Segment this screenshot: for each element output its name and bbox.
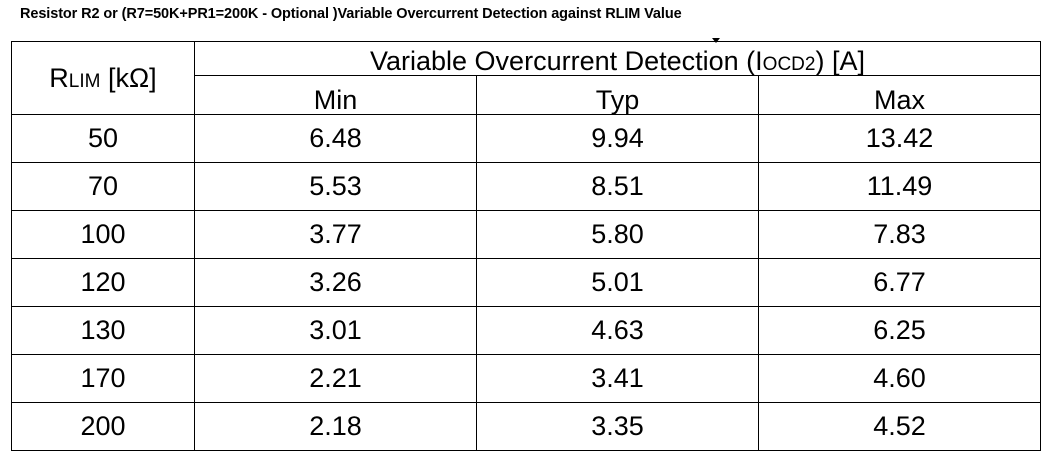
ocd-group-subscript: OCD2 <box>762 54 816 76</box>
cell-typ: 9.94 <box>476 114 759 163</box>
cell-rlim: 130 <box>11 306 195 355</box>
cell-max: 6.77 <box>758 258 1041 307</box>
cell-rlim: 120 <box>11 258 195 307</box>
cell-max: 13.42 <box>758 114 1041 163</box>
table-row: 50 6.48 9.94 13.42 <box>11 114 1041 163</box>
cell-max: 6.25 <box>758 306 1041 355</box>
cell-typ: 3.41 <box>476 354 759 403</box>
column-header-min: Min <box>194 75 477 115</box>
rlim-subscript: LIM <box>68 70 101 92</box>
cell-typ: 5.80 <box>476 210 759 259</box>
table-row: 70 5.53 8.51 11.49 <box>11 162 1041 211</box>
cell-rlim: 70 <box>11 162 195 211</box>
table-row: 200 2.18 3.35 4.52 <box>11 402 1041 451</box>
cell-rlim: 200 <box>11 402 195 451</box>
table-row: 100 3.77 5.80 7.83 <box>11 210 1041 259</box>
cell-max: 4.60 <box>758 354 1041 403</box>
table-row: 170 2.21 3.41 4.60 <box>11 354 1041 403</box>
cell-rlim: 50 <box>11 114 195 163</box>
table-row: 130 3.01 4.63 6.25 <box>11 306 1041 355</box>
table-row: 120 3.26 5.01 6.77 <box>11 258 1041 307</box>
rlim-symbol: R <box>49 62 69 93</box>
column-header-typ: Typ <box>476 75 759 115</box>
cell-typ: 4.63 <box>476 306 759 355</box>
cell-min: 3.26 <box>194 258 477 307</box>
cell-max: 7.83 <box>758 210 1041 259</box>
cell-min: 5.53 <box>194 162 477 211</box>
ocd-group-prefix: Variable Overcurrent Detection (I <box>370 46 763 77</box>
cell-min: 6.48 <box>194 114 477 163</box>
cell-max: 4.52 <box>758 402 1041 451</box>
ocd-group-suffix: ) [A] <box>815 46 865 77</box>
overcurrent-table: RLIM [kΩ] Variable Overcurrent Detection… <box>11 40 1041 451</box>
marker-triangle <box>712 38 720 43</box>
cell-min: 2.21 <box>194 354 477 403</box>
cell-typ: 8.51 <box>476 162 759 211</box>
header-row-columns: Min Typ Max <box>12 75 1041 115</box>
cell-typ: 5.01 <box>476 258 759 307</box>
column-header-max: Max <box>758 75 1041 115</box>
rlim-column-header: RLIM [kΩ] <box>11 41 195 115</box>
ocd-group-header: Variable Overcurrent Detection (IOCD2) [… <box>194 40 1041 77</box>
cell-typ: 3.35 <box>476 402 759 451</box>
cell-min: 2.18 <box>194 402 477 451</box>
cell-rlim: 170 <box>11 354 195 403</box>
cell-min: 3.01 <box>194 306 477 355</box>
cell-min: 3.77 <box>194 210 477 259</box>
rlim-unit: [kΩ] <box>100 62 157 93</box>
cell-max: 11.49 <box>758 162 1041 211</box>
cell-rlim: 100 <box>11 210 195 259</box>
table-caption: Resistor R2 or (R7=50K+PR1=200K - Option… <box>20 6 682 22</box>
header-row-group: RLIM [kΩ] Variable Overcurrent Detection… <box>11 40 1041 115</box>
